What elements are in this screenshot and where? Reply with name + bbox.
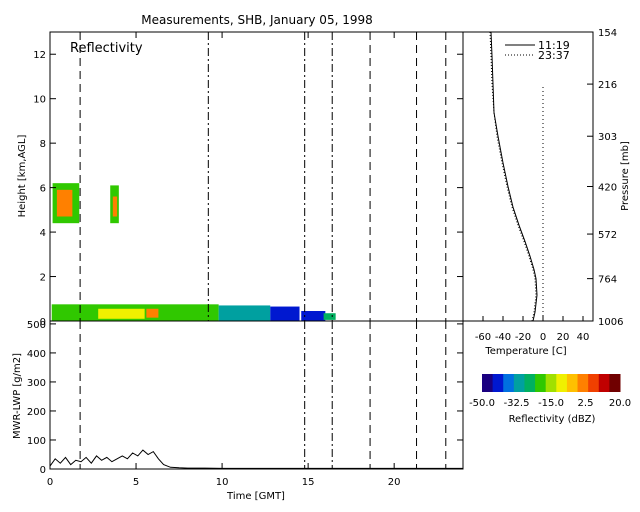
lwp-axis-ticks: 0 100 200 300 400 500 [27, 320, 463, 476]
time-axis-label: Time [GMT] [226, 491, 285, 502]
lwp-axis-label: MWR-LWP [g/m2] [12, 353, 23, 439]
lwp-series-line [49, 449, 463, 469]
colorbar-ticks: -50.0 -32.5 -15.0 2.5 20.0 [469, 398, 631, 409]
sounding-plot-frame [462, 31, 594, 322]
pressure-axis-ticks: 154 216 303 420 572 764 1006 [587, 28, 623, 328]
colorbar-tick-label: -32.5 [504, 398, 530, 409]
height-axis-ticks: 0 2 4 6 8 10 12 [33, 50, 463, 328]
colorbar-swatch [598, 374, 610, 392]
colorbar-swatch [524, 374, 536, 392]
colorbar-tick-label: 2.5 [578, 398, 594, 409]
reflectivity-colorbar: -50.0 -32.5 -15.0 2.5 20.0 Reflectivity (dBZ… [469, 374, 631, 425]
time-tick-label: 10 [216, 477, 229, 488]
pressure-tick-label: 303 [598, 132, 617, 143]
colorbar-swatch [535, 374, 547, 392]
reflectivity-plot-frame [49, 31, 464, 322]
temperature-tick-label: 20 [557, 332, 570, 343]
time-tick-label: 15 [302, 477, 315, 488]
reflectivity-cell [146, 308, 159, 318]
reflectivity-cell [218, 305, 271, 321]
colorbar-swatch [556, 374, 568, 392]
temperature-tick-label: 40 [577, 332, 590, 343]
pressure-tick-label: 572 [598, 230, 617, 241]
colorbar-swatch [577, 374, 589, 392]
height-tick-label: 8 [40, 139, 46, 150]
colorbar-tick-label: -15.0 [538, 398, 564, 409]
time-tick-label: 5 [133, 477, 139, 488]
temperature-tick-label: -40 [495, 332, 511, 343]
pressure-tick-label: 764 [598, 275, 617, 286]
time-axis-ticks: 0 5 10 15 20 [47, 32, 401, 488]
colorbar-swatch [513, 374, 525, 392]
height-axis-label: Height [km,AGL] [17, 135, 28, 218]
reflectivity-cell [301, 310, 326, 321]
reflectivity-cells [51, 183, 336, 321]
reflectivity-cell [98, 308, 145, 319]
sounding-dotted-profile [489, 31, 537, 322]
pressure-tick-label: 420 [598, 182, 617, 193]
pressure-tick-label: 1006 [598, 317, 623, 328]
lwp-tick-label: 0 [40, 465, 46, 476]
reflectivity-cell [112, 196, 118, 217]
time-tick-label: 20 [388, 477, 401, 488]
pressure-tick-label: 154 [598, 28, 617, 39]
temperature-axis-ticks: -60 -40 -20 0 20 40 [475, 316, 590, 343]
sounding-panel: 154 216 303 420 572 764 1006 -60 -40 -20 0 20 40 11… [462, 28, 631, 357]
reflectivity-annotation: Reflectivity [70, 41, 143, 56]
height-tick-label: 0 [40, 317, 46, 328]
lwp-tick-label: 100 [27, 436, 46, 447]
pressure-axis-label: Pressure [mb] [620, 141, 631, 211]
colorbar-swatch [545, 374, 557, 392]
time-tick-label: 0 [47, 477, 53, 488]
sounding-legend: 11:19 23:37 [505, 39, 570, 62]
temperature-tick-label: -20 [515, 332, 531, 343]
height-tick-label: 6 [40, 184, 46, 195]
colorbar-label: Reflectivity (dBZ) [509, 414, 596, 425]
colorbar-swatch [482, 374, 494, 392]
pressure-tick-label: 216 [598, 80, 617, 91]
colorbar-swatches [482, 374, 621, 392]
height-tick-label: 10 [33, 95, 46, 106]
legend-dotted-label: 23:37 [538, 49, 570, 62]
temperature-tick-label: 0 [540, 332, 546, 343]
lwp-tick-label: 300 [27, 378, 46, 389]
reflectivity-cell [56, 189, 73, 217]
colorbar-swatch [588, 374, 600, 392]
reflectivity-cell [270, 306, 300, 321]
lwp-tick-label: 500 [27, 320, 46, 331]
legend-solid-label: 11:19 [538, 39, 570, 52]
reflectivity-cell [323, 313, 336, 320]
colorbar-swatch [492, 374, 504, 392]
colorbar-swatch [503, 374, 515, 392]
sounding-solid-profile [490, 31, 538, 322]
reflectivity-panel: 0 2 4 6 8 10 12 Reflectivity Height [km,AGL] [17, 31, 464, 328]
colorbar-tick-label: -50.0 [469, 398, 495, 409]
colorbar-tick-label: 20.0 [609, 398, 631, 409]
sounding-profiles [489, 31, 544, 322]
height-tick-label: 2 [40, 273, 46, 284]
temperature-tick-label: -60 [475, 332, 491, 343]
lwp-plot-frame [49, 320, 464, 470]
colorbar-swatch [566, 374, 579, 392]
lwp-tick-label: 400 [27, 349, 46, 360]
colorbar-swatch [609, 374, 621, 392]
temperature-axis-label: Temperature [C] [484, 346, 566, 357]
height-tick-label: 12 [33, 50, 46, 61]
lwp-time-markers [79, 321, 447, 469]
reflectivity-time-markers [79, 32, 447, 321]
height-tick-label: 4 [40, 228, 46, 239]
lwp-tick-label: 200 [27, 407, 46, 418]
figure-title: Measurements, SHB, January 05, 1998 [141, 13, 373, 27]
